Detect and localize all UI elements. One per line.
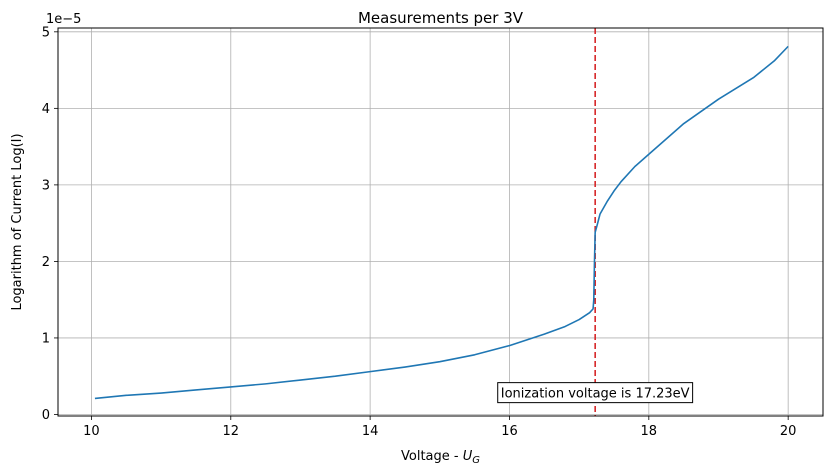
x-axis-label: Voltage - UG	[401, 449, 480, 466]
annotation-text: Ionization voltage is 17.23eV	[501, 387, 690, 402]
y-tick-label: 1	[42, 331, 50, 346]
y-tick-label: 2	[42, 255, 50, 270]
y-axis-label: Logarithm of Current Log(I)	[10, 133, 25, 310]
chart-title: Measurements per 3V	[358, 9, 524, 27]
y-tick-label: 4	[42, 102, 50, 117]
y-tick-label: 0	[42, 408, 50, 423]
y-tick-label: 3	[42, 178, 50, 193]
series-line	[94, 45, 789, 400]
y-offset-exponent: −5	[62, 12, 81, 27]
grid-lines	[58, 28, 823, 416]
x-tick-label: 18	[641, 424, 658, 439]
y-offset-label: 1e−5	[46, 12, 81, 27]
annotation-box-frame	[497, 382, 694, 404]
x-tick-label: 10	[83, 424, 100, 439]
x-axis-ticks: 10 12 14 16 18 20	[83, 416, 796, 439]
x-tick-label: 14	[362, 424, 379, 439]
y-axis-ticks: 0 1 2 3 4 5	[42, 25, 58, 423]
plot-frame	[57, 27, 824, 417]
x-tick-label: 12	[223, 424, 240, 439]
y-tick-label: 5	[42, 25, 50, 40]
annotation-box: Ionization voltage is 17.23eV	[497, 382, 694, 404]
x-axis-label-subscript: G	[472, 455, 480, 466]
x-axis-label-symbol: U	[463, 449, 473, 464]
x-tick-label: 20	[780, 424, 797, 439]
x-tick-label: 16	[501, 424, 518, 439]
x-axis-label-main: Voltage -	[401, 449, 463, 464]
y-offset-base: 1e	[46, 12, 62, 27]
series-layer	[94, 45, 789, 400]
